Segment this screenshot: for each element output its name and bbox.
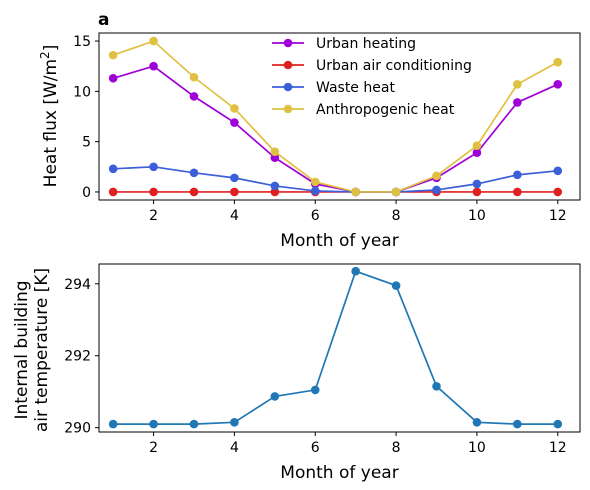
data-point	[513, 170, 522, 180]
data-point	[149, 61, 158, 71]
data-point	[108, 73, 118, 83]
y-tick-label: 10	[73, 84, 91, 100]
data-point	[391, 281, 401, 290]
data-point	[230, 104, 239, 113]
data-point	[472, 187, 482, 197]
data-point	[553, 57, 563, 67]
y-tick-label: 290	[64, 421, 91, 437]
data-point	[270, 187, 280, 197]
data-point	[189, 92, 199, 101]
data-point	[108, 50, 118, 60]
legend-marker	[283, 60, 293, 70]
data-point	[553, 166, 563, 176]
data-point	[230, 187, 239, 197]
x-axis-label: Month of year	[280, 231, 398, 251]
data-point	[149, 419, 158, 429]
data-point	[513, 80, 522, 89]
data-point	[270, 392, 280, 401]
x-tick-label: 6	[311, 440, 320, 456]
data-point	[189, 72, 199, 82]
legend-item-label: Waste heat	[316, 80, 395, 96]
data-point	[310, 177, 320, 187]
x-tick-label: 2	[149, 208, 158, 224]
data-point	[513, 98, 522, 107]
series-line-1	[112, 65, 559, 193]
data-point	[230, 417, 239, 427]
panel-letter: a	[98, 10, 109, 30]
data-point	[472, 179, 482, 189]
data-point	[432, 185, 441, 195]
data-point	[108, 164, 118, 174]
y-tick-label: 15	[73, 34, 91, 50]
data-point	[310, 385, 320, 395]
x-tick-label: 8	[392, 440, 401, 456]
x-tick-label: 12	[549, 440, 567, 456]
data-point	[351, 187, 360, 197]
y-axis-label-line-1: Internal building	[12, 280, 32, 419]
data-point	[472, 417, 482, 427]
series-line-1	[113, 270, 558, 425]
legend-item-label: Urban air conditioning	[316, 58, 472, 74]
x-tick-label: 2	[149, 440, 158, 456]
x-axis-label: Month of year	[280, 463, 398, 483]
y-axis-label-line-2: air temperature [K]	[32, 268, 52, 432]
data-point	[432, 382, 441, 391]
y-tick-label: 292	[64, 349, 91, 365]
data-point	[513, 187, 522, 197]
data-point	[149, 36, 158, 46]
y-axis-label-text: Heat flux [W/m	[41, 59, 61, 187]
legend-marker	[283, 38, 293, 48]
legend-marker	[283, 82, 293, 92]
legend-item-label: Urban heating	[316, 36, 416, 52]
data-point	[108, 419, 118, 429]
data-point	[230, 173, 239, 183]
data-point	[553, 187, 563, 197]
data-point	[189, 419, 199, 429]
data-point	[189, 168, 199, 178]
legend-item-label: Anthropogenic heat	[316, 102, 455, 118]
series-line-3	[113, 165, 558, 193]
panel-b-building-temperature: 2 4 6 8 10 12 290 292 294 Month of year Internal b…	[12, 263, 581, 483]
plot-frame	[98, 32, 581, 201]
y-tick-label: 5	[82, 135, 91, 151]
data-point	[391, 187, 401, 197]
plot-frame	[98, 263, 581, 433]
y-tick-label: 294	[64, 277, 91, 293]
x-tick-label: 8	[392, 208, 401, 224]
x-tick-label: 4	[230, 440, 239, 456]
data-point	[553, 80, 563, 89]
data-point	[189, 187, 199, 197]
y-axis-label-superscript: 2	[38, 51, 52, 59]
data-point	[472, 141, 482, 150]
y-tick-label: 0	[82, 185, 91, 201]
legend-marker	[283, 104, 293, 114]
legend: Urban heating Urban air conditioning Waste…	[272, 36, 472, 118]
data-point	[270, 181, 280, 191]
y-axis-label-bracket: ]	[41, 45, 61, 52]
data-point	[472, 148, 482, 158]
data-point	[270, 153, 280, 163]
x-tick-label: 4	[230, 208, 239, 224]
x-tick-label: 10	[468, 208, 486, 224]
data-point	[310, 186, 320, 196]
series-line-4	[112, 40, 559, 193]
data-point	[270, 147, 280, 157]
y-axis-label: Heat flux [W/m2]	[38, 45, 61, 188]
x-tick-label: 6	[311, 208, 320, 224]
data-point	[149, 162, 158, 172]
data-point	[108, 187, 118, 197]
data-point	[149, 187, 158, 197]
data-point	[553, 419, 563, 429]
x-tick-label: 10	[468, 440, 486, 456]
data-point	[513, 419, 522, 429]
panel-a-heat-flux: 2 4 6 8 10 12 0 5 10 15 Month of year Heat flux [W/…	[38, 10, 581, 251]
data-point	[432, 171, 441, 181]
x-tick-label: 12	[549, 208, 567, 224]
data-point	[230, 118, 239, 127]
data-point	[351, 266, 360, 276]
